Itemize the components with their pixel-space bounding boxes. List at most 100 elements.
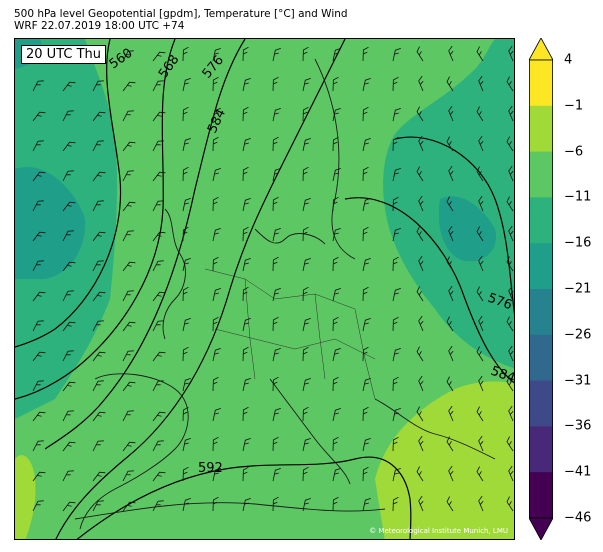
wind-barb — [152, 51, 166, 62]
contour-584-east — [344, 197, 514, 384]
wind-barb — [506, 76, 514, 92]
contour-592 — [76, 456, 412, 539]
wind-barb — [362, 137, 371, 152]
colorbar-tick-label: −41 — [564, 464, 592, 480]
wind-barb — [92, 440, 104, 452]
wind-barb — [212, 316, 219, 332]
wind-barb — [392, 196, 399, 212]
wind-barb — [32, 440, 44, 452]
wind-barb — [122, 501, 136, 512]
wind-barb — [302, 226, 309, 242]
wind-barb — [362, 466, 369, 482]
wind-barb — [272, 136, 279, 152]
wind-barb — [418, 315, 424, 332]
wind-barb — [152, 471, 166, 482]
wind-barb — [446, 496, 454, 512]
chart-subtitle: WRF 22.07.2019 18:00 UTC +74 — [14, 20, 185, 32]
wind-barb — [182, 406, 189, 422]
wind-barbs — [32, 45, 514, 512]
coastlines — [74, 58, 496, 530]
colorbar-segment — [529, 60, 553, 107]
wind-barb — [242, 226, 249, 242]
wind-barb — [478, 375, 484, 392]
wind-barb — [448, 45, 454, 62]
wind-barb — [302, 437, 311, 452]
wind-barb — [32, 351, 46, 362]
wind-barb — [416, 406, 424, 422]
wind-barb — [302, 317, 311, 332]
wind-barb — [212, 227, 221, 242]
wind-barb — [362, 77, 371, 92]
wind-barb — [448, 165, 454, 182]
colorbar-tick-label: −16 — [564, 235, 592, 251]
wind-barb — [332, 167, 341, 182]
wind-barb — [362, 286, 369, 302]
border-segment — [314, 293, 326, 380]
contour-568 — [15, 39, 176, 400]
wind-barb — [302, 257, 311, 272]
wind-barb — [362, 257, 371, 272]
wind-barb — [62, 201, 76, 212]
border-segment — [214, 328, 376, 360]
wind-barb — [446, 436, 454, 452]
wind-barb — [272, 376, 279, 392]
wind-barb — [506, 196, 514, 212]
wind-barb — [392, 47, 401, 62]
wind-barb — [416, 466, 424, 482]
wind-barb — [242, 106, 249, 122]
wind-barb — [416, 226, 424, 242]
colorbar-tick-label: −26 — [564, 327, 592, 343]
wind-barb — [32, 111, 46, 122]
wind-barb — [392, 167, 401, 182]
wind-barb — [122, 290, 134, 302]
wind-barb — [62, 501, 76, 512]
wind-barb — [418, 255, 424, 272]
colorbar-segment — [529, 426, 553, 473]
wind-barb — [62, 81, 76, 92]
wind-barb — [152, 80, 164, 92]
wind-barb — [212, 256, 219, 272]
wind-barb — [182, 466, 189, 482]
wind-barb — [332, 136, 339, 152]
wind-barb — [508, 165, 514, 182]
wind-barb — [152, 411, 166, 422]
wind-barb — [242, 466, 249, 482]
colorbar-tick-label: −21 — [564, 281, 592, 297]
border-segment — [204, 268, 356, 310]
wind-barb — [302, 466, 309, 482]
wind-barb — [212, 436, 219, 452]
wind-barb — [362, 377, 371, 392]
wind-barb — [476, 286, 484, 302]
contour-label: 592 — [198, 461, 223, 476]
wind-barb — [152, 171, 166, 182]
wind-barb — [418, 195, 424, 212]
wind-barb — [362, 106, 369, 122]
wind-barb — [478, 495, 484, 512]
border-segment — [244, 278, 256, 380]
wind-barb — [272, 436, 279, 452]
wind-barb — [506, 136, 514, 152]
wind-barb — [272, 196, 279, 212]
wind-barb — [362, 166, 369, 182]
wind-barb — [362, 346, 369, 362]
wind-barb — [122, 410, 134, 422]
wind-barb — [182, 377, 191, 392]
wind-barb — [212, 107, 221, 122]
wind-barb — [92, 351, 106, 362]
wind-barb — [242, 46, 249, 62]
wind-barb — [392, 316, 399, 332]
wind-barb — [446, 376, 454, 392]
wind-barb — [152, 231, 166, 242]
wind-barb — [272, 47, 281, 62]
wind-barb — [182, 137, 191, 152]
wind-barb — [448, 345, 454, 362]
wind-barb — [122, 110, 134, 122]
wind-barb — [418, 75, 424, 92]
colorbar-frame — [529, 59, 553, 519]
colorbar-tick-label: 4 — [564, 52, 573, 68]
coast-north-sea — [254, 228, 326, 245]
wind-barb — [212, 467, 221, 482]
wind-barb — [272, 287, 281, 302]
wind-barb — [212, 47, 221, 62]
wind-barb — [242, 197, 251, 212]
